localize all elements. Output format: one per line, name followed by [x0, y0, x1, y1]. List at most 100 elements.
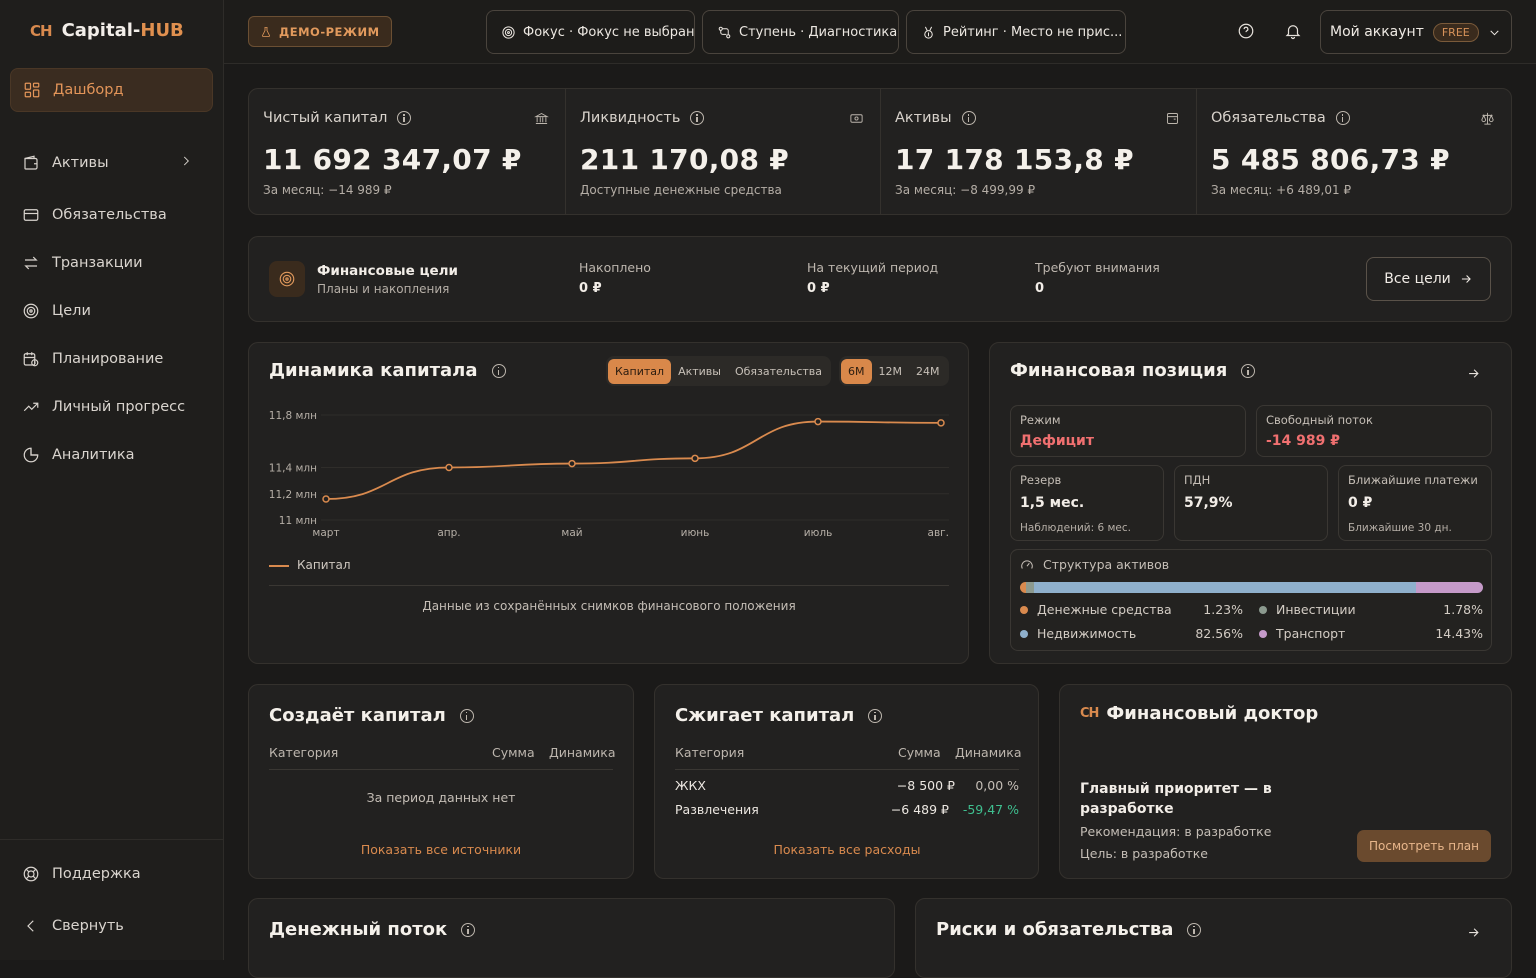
info-icon[interactable] — [461, 922, 476, 937]
data-point[interactable] — [568, 459, 576, 468]
tab-6m[interactable]: 6М — [841, 358, 872, 384]
x-tick-label: авг. — [928, 527, 949, 539]
column-header-sum: Сумма — [492, 745, 535, 760]
card-title: Денежный поток — [269, 919, 448, 940]
collapse-sidebar-button[interactable]: Свернуть — [10, 904, 213, 948]
info-icon[interactable] — [868, 708, 883, 723]
data-point[interactable] — [691, 454, 699, 463]
card-title: Динамика капитала — [269, 360, 478, 381]
help-button[interactable] — [1237, 22, 1255, 40]
sidebar-item-support[interactable]: Поддержка — [10, 852, 213, 896]
info-icon[interactable] — [459, 708, 474, 723]
notifications-button[interactable] — [1284, 22, 1302, 40]
kpi-assets[interactable]: Активы 17 178 153,8 ₽ За месяц: −8 499,9… — [881, 88, 1196, 215]
flask-icon — [262, 26, 270, 37]
kpi-net-worth[interactable]: Чистый капитал 11 692 347,07 ₽ За месяц:… — [249, 88, 565, 215]
focus-pill[interactable]: Фокус · Фокус не выбран — [486, 10, 695, 54]
sidebar-item-label: Планирование — [52, 351, 164, 367]
legend-transport: Транспорт — [1259, 626, 1345, 641]
kpi-divider — [880, 88, 881, 215]
x-tick-label: июнь — [681, 527, 710, 539]
account-menu[interactable]: Мой аккаунт FREE — [1320, 10, 1512, 54]
stage-pill[interactable]: Ступень · Диагностика — [702, 10, 899, 54]
data-point[interactable] — [322, 495, 330, 503]
row-sum: −8 500 ₽ — [896, 778, 955, 793]
all-goals-button[interactable]: Все цели — [1366, 257, 1491, 301]
y-tick-label: 11,8 млн — [269, 410, 317, 422]
tab-capital[interactable]: Капитал — [608, 358, 672, 384]
rating-pill[interactable]: Рейтинг · Место не прис... — [906, 10, 1126, 54]
legend-dot — [1259, 629, 1267, 638]
data-point[interactable] — [937, 419, 945, 427]
row-category: ЖКХ — [675, 778, 706, 793]
data-point[interactable] — [814, 417, 822, 426]
row-category: Развлечения — [675, 802, 759, 817]
app-logo[interactable]: CH Capital- HUB — [30, 20, 184, 41]
kpi-value: 5 485 806,73 ₽ — [1211, 143, 1450, 176]
demo-mode-badge[interactable]: ДЕМО-РЕЖИМ — [248, 16, 392, 47]
card-title: Создаёт капитал — [269, 705, 446, 726]
legend-pct: 82.56% — [1195, 626, 1243, 641]
info-icon[interactable] — [1187, 922, 1202, 937]
sidebar-item-assets[interactable]: Активы — [10, 141, 213, 185]
sidebar-item-analytics[interactable]: Аналитика — [10, 433, 213, 477]
chart-divider — [269, 585, 949, 586]
tile-sub: Наблюдений: 6 мес. — [1020, 522, 1131, 534]
view-plan-button[interactable]: Посмотреть план — [1357, 830, 1491, 862]
stat-label: Требуют внимания — [1035, 260, 1160, 275]
info-icon[interactable] — [1335, 111, 1350, 125]
goals-subtitle: Планы и накопления — [317, 282, 450, 296]
legend-dot — [1259, 605, 1267, 614]
tab-24m[interactable]: 24М — [916, 364, 940, 378]
column-header-dynamics: Динамика — [549, 745, 616, 760]
table-divider — [269, 769, 613, 770]
sidebar-item-progress[interactable]: Личный прогресс — [10, 385, 213, 429]
sidebar-item-goals[interactable]: Цели — [10, 289, 213, 333]
reserve-tile: Резерв 1,5 мес. Наблюдений: 6 мес. — [1010, 465, 1164, 541]
card-title: Риски и обязательства — [936, 919, 1174, 940]
kpi-liquidity[interactable]: Ликвидность 211 170,08 ₽ Доступные денеж… — [566, 88, 880, 215]
tile-label: Резерв — [1020, 473, 1062, 487]
arrow-right-icon[interactable] — [1466, 366, 1481, 381]
legend-dot — [1020, 605, 1028, 614]
info-icon[interactable] — [690, 111, 705, 125]
sidebar-item-label: Аналитика — [52, 447, 135, 463]
sidebar-item-label: Активы — [52, 155, 109, 171]
sidebar-item-dashboard[interactable]: Дашборд — [10, 68, 213, 112]
capital-dynamics-card: Динамика капитала Капитал Активы Обязате… — [248, 342, 969, 664]
sidebar-item-label: Личный прогресс — [52, 399, 186, 415]
info-icon[interactable] — [1241, 363, 1256, 378]
pdn-tile: ПДН 57,9% — [1174, 465, 1328, 541]
bank-icon — [534, 112, 549, 124]
sidebar-item-transactions[interactable]: Транзакции — [10, 241, 213, 285]
kpi-liabilities[interactable]: Обязательства 5 485 806,73 ₽ За месяц: +… — [1197, 88, 1511, 215]
show-expenses-link[interactable]: Показать все расходы — [773, 842, 921, 857]
sidebar-item-liabilities[interactable]: Обязательства — [10, 193, 213, 237]
data-point[interactable] — [445, 463, 453, 472]
tile-value: 0 ₽ — [1348, 495, 1373, 511]
plan-badge: FREE — [1432, 22, 1479, 42]
x-tick-label: май — [561, 527, 582, 539]
info-icon[interactable] — [491, 363, 506, 378]
info-icon[interactable] — [397, 111, 412, 125]
show-sources-link[interactable]: Показать все источники — [360, 842, 522, 857]
arrow-right-icon[interactable] — [1466, 925, 1481, 940]
free-flow-tile: Свободный поток -14 989 ₽ — [1256, 405, 1492, 457]
tile-label: Режим — [1020, 413, 1061, 427]
kpi-label: Активы — [895, 110, 952, 126]
card-icon — [23, 209, 39, 221]
medal-icon — [924, 26, 933, 39]
tab-assets[interactable]: Активы — [678, 364, 721, 378]
chart-note: Данные из сохранённых снимков финансовог… — [422, 599, 796, 613]
tab-12m[interactable]: 12М — [878, 364, 903, 378]
sidebar-item-label: Цели — [52, 303, 91, 319]
demo-mode-label: ДЕМО-РЕЖИМ — [279, 24, 380, 39]
account-label: Мой аккаунт — [1330, 24, 1424, 40]
info-icon[interactable] — [961, 111, 976, 125]
empty-state: За период данных нет — [366, 790, 516, 805]
legend-pct: 1.78% — [1443, 602, 1483, 617]
sidebar-item-planning[interactable]: Планирование — [10, 337, 213, 381]
logo-mark: CH — [30, 21, 53, 40]
tab-liabilities[interactable]: Обязательства — [734, 364, 823, 378]
table-divider — [675, 769, 1019, 770]
